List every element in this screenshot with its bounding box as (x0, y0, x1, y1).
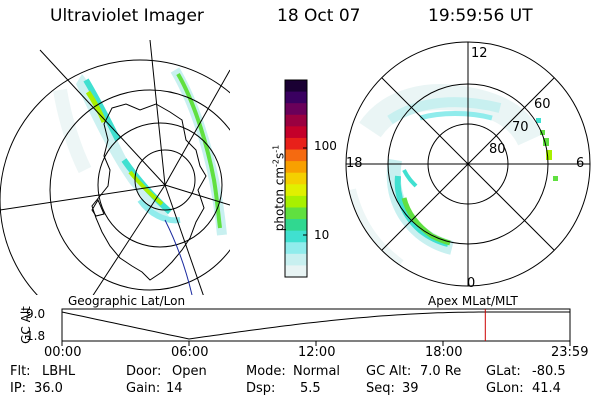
colorbar-swatch (285, 161, 307, 174)
flt-label: Flt: (10, 364, 31, 379)
colorbar-swatch (285, 80, 307, 93)
colorbar-swatch (285, 172, 307, 185)
colorbar (284, 79, 308, 278)
altitude-timeline (61, 308, 571, 346)
seq-value: 39 (402, 381, 419, 396)
mlat-label-80: 80 (489, 142, 506, 157)
colorbar-swatch (285, 207, 307, 220)
glat-label: GLat: (486, 364, 521, 379)
timeline-ytick-1-8: 1.8 (26, 329, 46, 343)
date-label: 18 Oct 07 (277, 6, 361, 26)
seq-label: Seq: (366, 381, 395, 396)
timeline-xtick-0600: 06:00 (171, 345, 209, 360)
colorbar-swatch (285, 91, 307, 104)
door-value: Open (172, 364, 207, 379)
gcalt-value: 7.0 Re (420, 364, 462, 379)
glat-value: -80.5 (532, 364, 566, 379)
colorbar-swatch (285, 219, 307, 232)
timeline-xtick-0000: 00:00 (44, 345, 82, 360)
timeline-xtick-2359: 23:59 (551, 345, 589, 360)
timeline-ytick-9: 9.0 (26, 307, 46, 321)
colorbar-swatch (285, 126, 307, 139)
right-panel-caption: Apex MLat/MLT (428, 294, 518, 308)
magnetic-polar-plot (345, 41, 591, 287)
timeline-xtick-1800: 18:00 (425, 345, 463, 360)
geo-grid (0, 40, 230, 295)
mode-value: Normal (293, 364, 341, 379)
colorbar-swatch (285, 242, 307, 255)
colorbar-tick-100: 100 (314, 139, 337, 153)
mlat-label-60: 60 (534, 97, 551, 112)
altitude-curve (61, 311, 570, 340)
colorbar-swatch (285, 184, 307, 197)
colorbar-swatch (285, 230, 307, 243)
colorbar-swatch (285, 195, 307, 209)
colorbar-swatch (285, 253, 307, 267)
mlat-label-70: 70 (512, 120, 529, 135)
door-label: Door: (126, 364, 162, 379)
time-label: 19:59:56 UT (428, 6, 533, 26)
gcalt-label: GC Alt: (366, 364, 412, 379)
colorbar-swatch (285, 265, 307, 278)
colorbar-swatch (285, 137, 307, 151)
gain-label: Gain: (126, 381, 161, 396)
colorbar-swatch (285, 114, 307, 127)
mlt-label-18: 18 (346, 156, 363, 171)
flt-value: LBHL (42, 364, 76, 379)
left-panel-caption: Geographic Lat/Lon (68, 294, 186, 308)
colorbar-tick-10: 10 (314, 228, 330, 242)
dsp-value: 5.5 (300, 381, 321, 396)
glon-label: GLon: (486, 381, 524, 396)
colorbar-swatch (285, 103, 307, 116)
mlt-label-0: 0 (467, 276, 476, 291)
colorbar-frame (284, 79, 308, 278)
ip-value: 36.0 (34, 381, 63, 396)
mlt-label-6: 6 (576, 156, 585, 171)
dsp-label: Dsp: (246, 381, 276, 396)
geo-aurora-emission (53, 67, 227, 236)
colorbar-unit-label: photon cm-2s-1 (271, 144, 287, 232)
mlt-label-12: 12 (471, 46, 488, 61)
mode-label: Mode: (246, 364, 286, 379)
colorbar-swatch (285, 149, 307, 162)
timeline-xtick-1200: 12:00 (298, 345, 336, 360)
ip-label: IP: (10, 381, 27, 396)
gain-value: 14 (166, 381, 183, 396)
glon-value: 41.4 (532, 381, 561, 396)
instrument-title: Ultraviolet Imager (50, 6, 204, 26)
